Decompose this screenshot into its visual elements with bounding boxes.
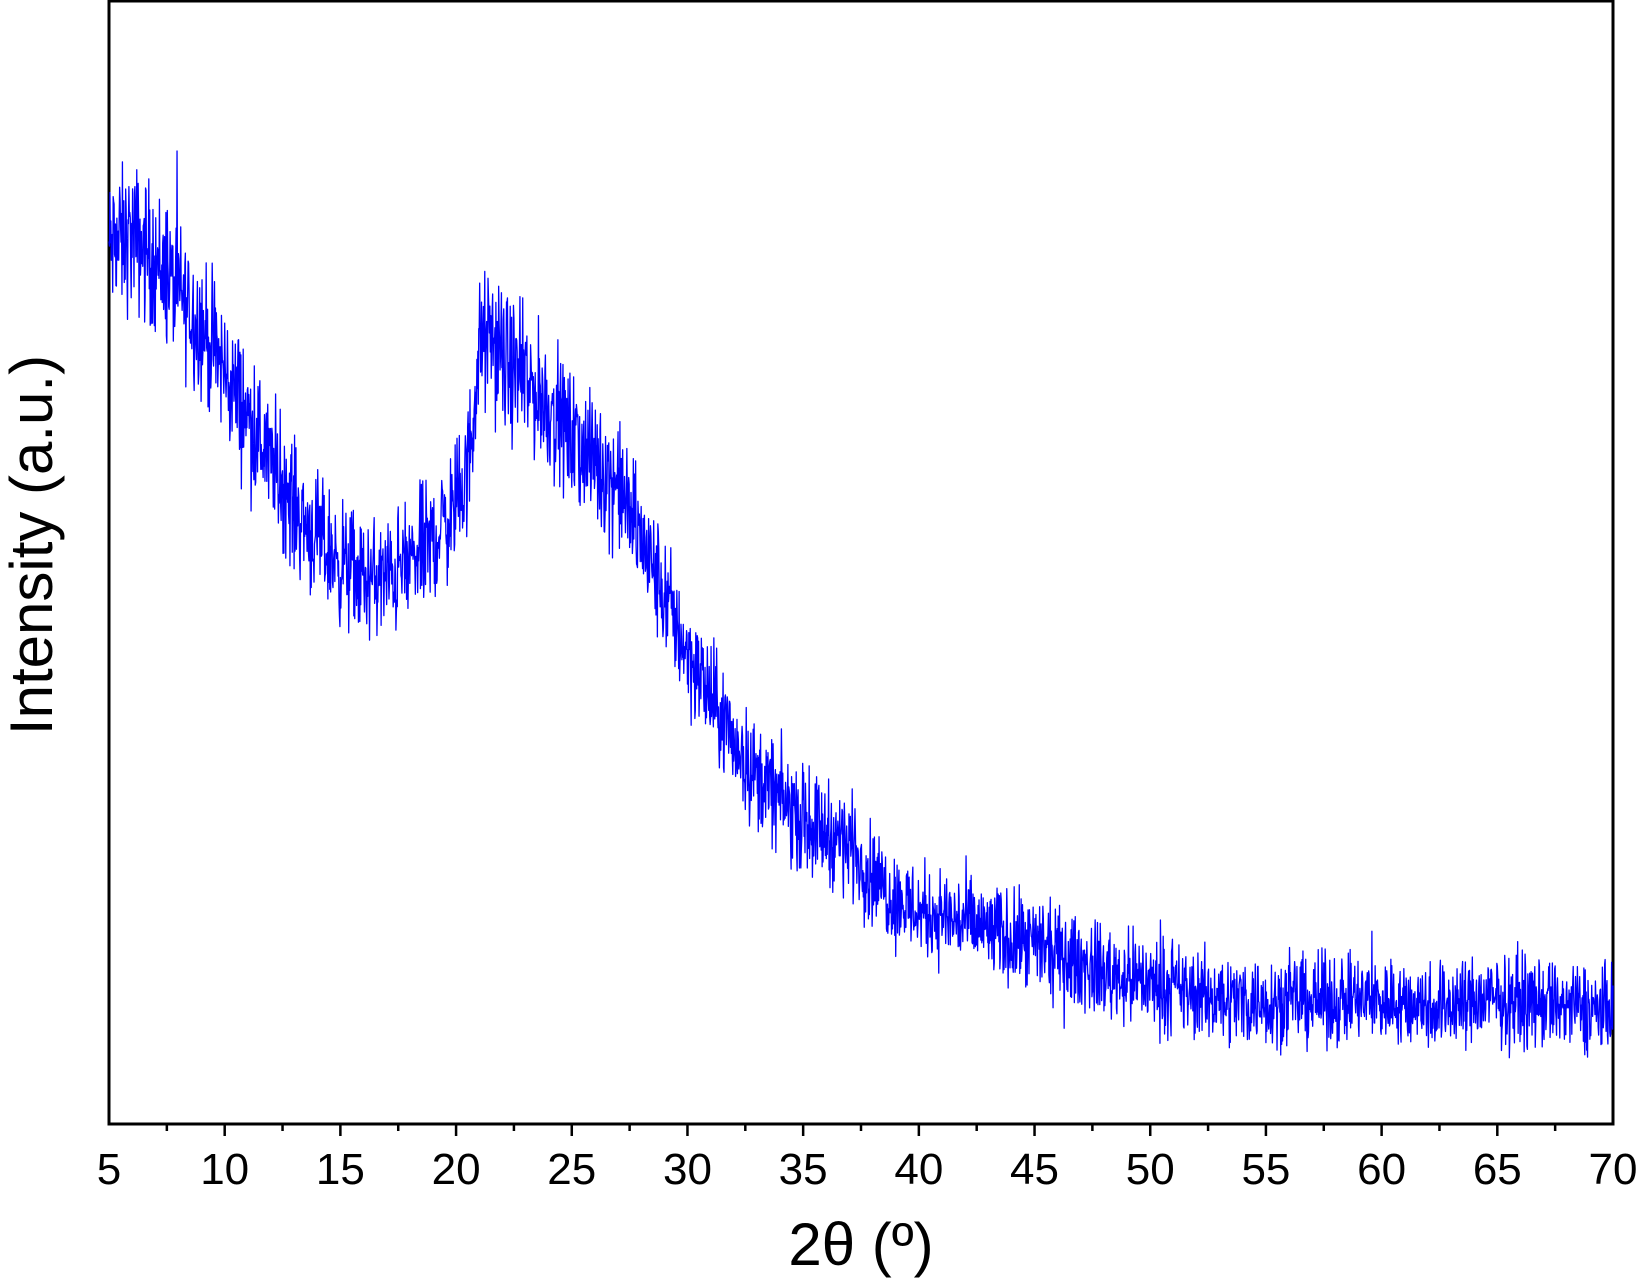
x-tick-label: 55 <box>1241 1145 1290 1194</box>
x-tick-label: 30 <box>663 1145 712 1194</box>
y-axis-title: Intensity (a.u.) <box>0 355 65 735</box>
x-tick-label: 25 <box>547 1145 596 1194</box>
x-tick-label: 45 <box>1010 1145 1059 1194</box>
x-tick-label: 70 <box>1589 1145 1638 1194</box>
x-tick-label: 10 <box>200 1145 249 1194</box>
series-layer <box>108 150 1614 1059</box>
x-tick-label: 20 <box>432 1145 481 1194</box>
x-tick-label: 35 <box>779 1145 828 1194</box>
x-axis-tick-labels: 5 10 15 20 25 30 35 40 45 50 55 60 65 70 <box>97 1145 1638 1194</box>
x-tick-label: 50 <box>1126 1145 1175 1194</box>
x-tick-label: 60 <box>1357 1145 1406 1194</box>
x-tick-label: 5 <box>97 1145 121 1194</box>
x-axis-title: 2θ (º) <box>788 1211 933 1278</box>
x-tick-label: 40 <box>894 1145 943 1194</box>
x-tick-label: 65 <box>1473 1145 1522 1194</box>
x-axis-ticks <box>165 1124 1557 1136</box>
series-line-0 <box>108 150 1614 1059</box>
x-tick-label: 15 <box>316 1145 365 1194</box>
